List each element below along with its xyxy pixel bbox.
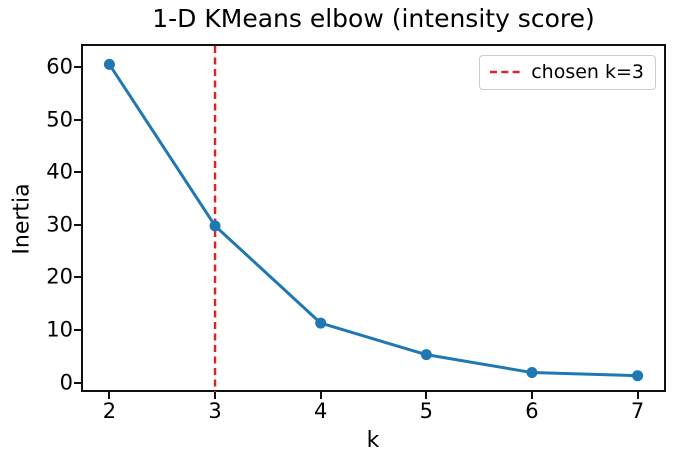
x-tick-mark [530, 392, 533, 399]
y-tick-label: 0 [59, 370, 73, 395]
y-tick-label: 10 [46, 317, 73, 342]
x-tick-label: 2 [102, 399, 117, 423]
legend: chosen k=3 [479, 55, 656, 90]
data-point-marker [526, 367, 538, 379]
y-tick-label: 20 [46, 264, 73, 289]
data-point-marker [103, 58, 115, 70]
data-point-marker [209, 220, 221, 232]
x-tick-label: 3 [208, 399, 222, 423]
x-tick-label: 7 [630, 399, 645, 423]
x-tick-mark [108, 392, 111, 399]
x-tick-label: 6 [525, 399, 539, 423]
x-tick-mark [425, 392, 428, 399]
x-tick-mark [214, 392, 217, 399]
inertia-line [108, 63, 638, 378]
y-axis-label: Inertia [9, 183, 35, 255]
y-tick-mark [74, 276, 81, 279]
y-tick-mark [74, 328, 81, 331]
legend-dashed-line-swatch [490, 71, 522, 74]
y-tick-mark [74, 66, 81, 69]
chart-title: 1-D KMeans elbow (intensity score) [152, 4, 595, 33]
plot-canvas [103, 46, 644, 392]
x-axis-label: k [366, 428, 380, 453]
plot-area: chosen k=3 [81, 44, 666, 392]
y-tick-label: 40 [46, 159, 73, 184]
x-tick-mark [319, 392, 322, 399]
data-point-marker [315, 317, 327, 329]
x-tick-label: 5 [419, 399, 433, 423]
data-point-marker [420, 349, 432, 361]
legend-label: chosen k=3 [531, 61, 644, 83]
y-tick-label: 30 [46, 212, 73, 237]
y-tick-mark [74, 118, 81, 121]
y-tick-label: 50 [46, 107, 73, 132]
x-tick-label: 4 [313, 399, 328, 423]
x-tick-mark [636, 392, 639, 399]
data-point-marker [632, 370, 644, 382]
y-tick-mark [74, 381, 81, 384]
y-tick-mark [74, 223, 81, 226]
y-tick-mark [74, 171, 81, 174]
y-tick-label: 60 [46, 54, 73, 79]
